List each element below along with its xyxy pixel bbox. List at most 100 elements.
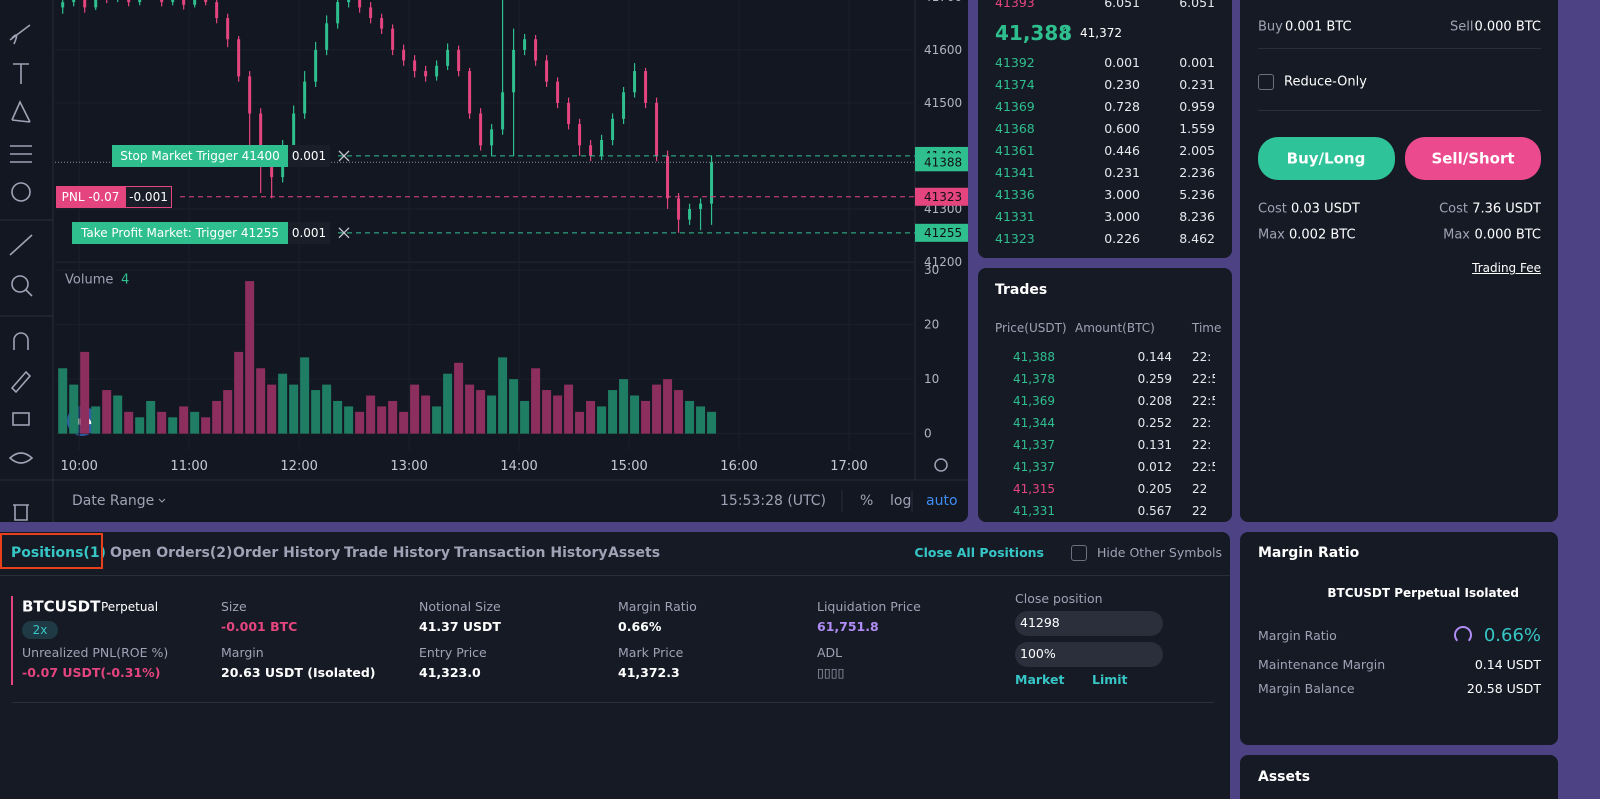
checkbox[interactable] <box>1258 74 1274 90</box>
close-price[interactable]: 41298 <box>1020 614 1060 630</box>
candle-body <box>567 102 571 125</box>
close-percent[interactable]: 100% <box>1020 645 1056 661</box>
volume-bar <box>696 406 706 434</box>
trades-header: Time <box>1192 321 1222 335</box>
volume-bar <box>674 390 684 434</box>
volume-bar <box>509 379 519 434</box>
candle-body <box>237 39 241 77</box>
buy-button-label[interactable]: Buy/Long <box>1286 149 1366 168</box>
market-button[interactable]: Market <box>1015 671 1065 687</box>
x-tick-label: 12:00 <box>280 459 317 474</box>
candle-body <box>446 49 450 66</box>
candle-body <box>259 113 263 156</box>
volume-bar <box>531 368 541 434</box>
order-qty: 0.001 <box>291 148 327 163</box>
label: 0.000 BTC <box>1474 19 1541 35</box>
trading-fee[interactable]: Trading Fee <box>1472 261 1541 275</box>
assets-panel <box>1240 755 1558 799</box>
volume-last: 4 <box>121 272 130 288</box>
limit-button[interactable]: Limit <box>1092 671 1128 687</box>
candle-body <box>501 92 505 130</box>
trades-panel <box>978 268 1232 522</box>
bid-price: 41331 <box>995 208 1035 224</box>
trades-header: Amount(BTC) <box>1075 321 1155 335</box>
volume-bar <box>366 395 376 434</box>
gauge-icon <box>1454 626 1472 644</box>
tab[interactable]: Trade History <box>344 545 450 561</box>
label: 0.03 USDT <box>1291 201 1360 217</box>
candle-body <box>83 0 87 8</box>
trade-amount: 0.144 <box>1137 350 1172 364</box>
candle-body <box>226 18 230 40</box>
bid-total: 2.005 <box>1179 142 1215 158</box>
volume-bar <box>113 395 123 434</box>
tab[interactable]: Order History <box>233 545 341 561</box>
field-label: Margin <box>221 644 264 660</box>
y-tick-label: 41600 <box>924 43 962 57</box>
candle-body <box>336 2 340 24</box>
separator <box>1258 48 1541 49</box>
candle-body <box>666 155 670 199</box>
bid-price: 41392 <box>995 54 1035 70</box>
settings-icon[interactable] <box>934 458 948 472</box>
clock: 15:53:28 (UTC) <box>720 493 827 509</box>
buy-button[interactable] <box>1258 137 1395 180</box>
y-tick-label: 0 <box>924 427 932 441</box>
bid-total: 2.236 <box>1179 164 1215 180</box>
volume-bar <box>124 411 134 434</box>
label: Max <box>1443 227 1470 243</box>
candle-body <box>578 124 582 146</box>
volume-bar <box>91 406 101 434</box>
date-range[interactable]: Date Range <box>72 493 155 509</box>
pnl: -0.07 USDT(-0.31%) <box>22 664 161 680</box>
field-label: Size <box>221 598 247 614</box>
volume-bar <box>542 390 552 434</box>
volume-bar <box>168 417 178 434</box>
sell-button[interactable] <box>1405 137 1541 180</box>
bid-amount: 0.231 <box>1104 164 1140 180</box>
candle-body <box>215 2 219 19</box>
price-input[interactable] <box>1015 611 1163 636</box>
volume-bar <box>388 400 398 434</box>
sell-button-label[interactable]: Sell/Short <box>1431 149 1515 168</box>
tab[interactable]: Assets <box>608 545 661 561</box>
tab[interactable]: Transaction History <box>454 545 608 561</box>
volume-bar <box>619 379 629 434</box>
auto-toggle[interactable]: auto <box>926 493 958 509</box>
label: Sell <box>1450 19 1474 35</box>
candle-body <box>193 0 197 5</box>
log-toggle[interactable]: log <box>890 493 912 509</box>
checkbox[interactable] <box>1071 545 1087 561</box>
tab[interactable]: Positions(1) <box>11 545 106 561</box>
volume-bar <box>201 417 211 434</box>
candle-body <box>380 18 384 29</box>
candle-body <box>556 81 560 103</box>
percent-toggle[interactable]: % <box>860 493 874 509</box>
trade-time: 22:5 <box>1192 395 1215 407</box>
candle-body <box>457 49 461 72</box>
label: 0.000 BTC <box>1474 227 1541 243</box>
tab[interactable]: Open Orders(2) <box>110 545 233 561</box>
close-all[interactable]: Close All Positions <box>914 544 1044 560</box>
cancel-order[interactable] <box>338 227 350 239</box>
volume-bar <box>520 400 530 434</box>
side-bar <box>11 596 13 685</box>
candle-body <box>710 162 714 204</box>
label: Margin Ratio <box>1258 627 1337 643</box>
symbol-select[interactable]: BTCUSDT Perpetual Isolated <box>1327 586 1519 600</box>
y-tick-label: 10 <box>924 372 939 386</box>
order-label-box <box>112 144 288 167</box>
volume-bar <box>410 384 420 434</box>
trade-amount: 0.208 <box>1137 394 1172 408</box>
mark-price: 41,372 <box>1080 26 1122 40</box>
volume-bar <box>102 390 112 434</box>
trade-price: 41,378 <box>1013 372 1055 386</box>
percent-input[interactable] <box>1015 642 1163 667</box>
candle-body <box>677 198 681 220</box>
volume-pane <box>55 269 915 435</box>
volume-bar <box>608 390 618 434</box>
margin-ratio: 0.66% <box>1483 625 1541 646</box>
bid-price: 41323 <box>995 230 1035 246</box>
volume-bar <box>234 351 244 434</box>
cancel-order[interactable] <box>338 150 350 162</box>
